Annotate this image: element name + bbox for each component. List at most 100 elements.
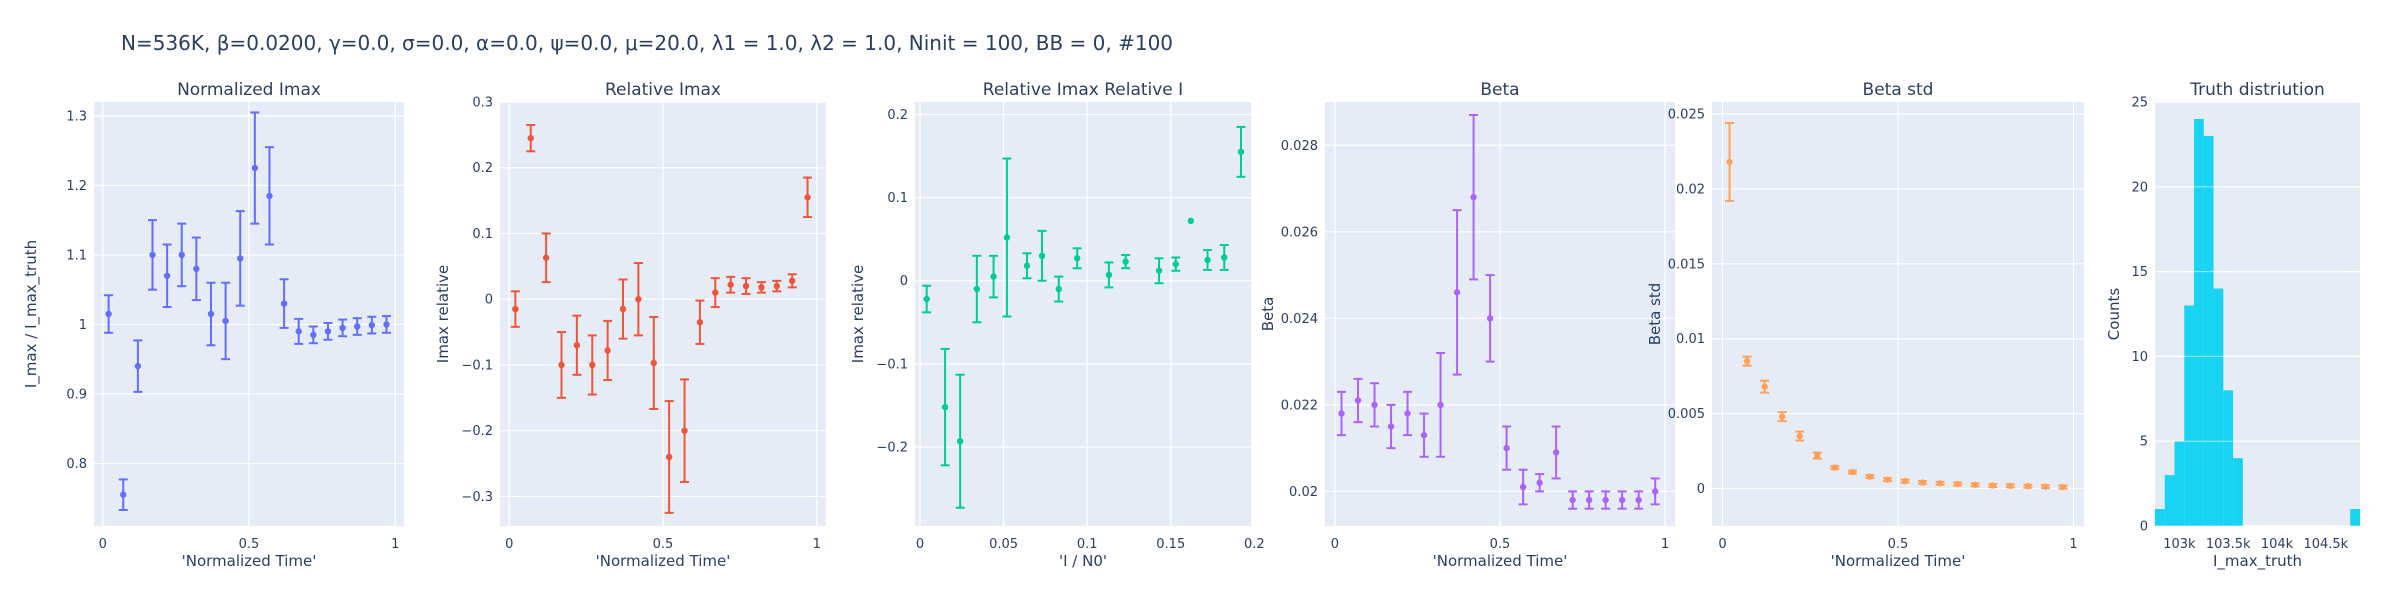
y-tick-label: 0.2 bbox=[887, 108, 908, 123]
data-point bbox=[163, 272, 171, 279]
data-point bbox=[1972, 481, 1979, 488]
data-point bbox=[1221, 254, 1228, 261]
panel-title: Normalized Imax bbox=[177, 80, 321, 100]
panel-beta: 0.02 0.022 0.024 0.026 0.028 0 0.5 1 Beta 'Normal… bbox=[1259, 80, 1675, 570]
x-tick-label: 0.05 bbox=[989, 537, 1018, 552]
data-point bbox=[742, 282, 750, 290]
y-tick-label: 5 bbox=[2140, 435, 2148, 450]
data-point bbox=[1651, 488, 1659, 495]
y-tick-label: 0.015 bbox=[1668, 257, 1705, 272]
data-point bbox=[1726, 158, 1733, 166]
data-point bbox=[120, 491, 127, 498]
y-tick-label: 0.025 bbox=[1668, 107, 1705, 122]
data-point bbox=[1023, 262, 1031, 269]
data-point bbox=[1849, 468, 1856, 476]
data-point bbox=[280, 300, 288, 307]
y-tick-label: 0.1 bbox=[887, 191, 908, 206]
x-tick-label: 104.5k bbox=[2303, 537, 2348, 552]
data-point bbox=[1404, 410, 1411, 417]
data-point bbox=[1602, 496, 1609, 504]
data-point bbox=[1371, 401, 1378, 409]
data-point bbox=[1901, 477, 1909, 485]
y-tick-label: 1.2 bbox=[66, 179, 87, 194]
data-point bbox=[1453, 289, 1461, 296]
y-tick-label: 0.1 bbox=[472, 227, 493, 242]
data-point bbox=[1866, 473, 1874, 480]
histogram-bar bbox=[2203, 135, 2214, 527]
x-tick-label: 0.5 bbox=[1888, 537, 1909, 552]
data-point bbox=[1038, 252, 1046, 260]
data-point bbox=[339, 324, 346, 332]
data-point bbox=[788, 277, 796, 285]
y-tick-label: 0.9 bbox=[66, 387, 87, 402]
y-tick-label: 0.026 bbox=[1281, 225, 1318, 240]
y-tick-label: −0.1 bbox=[876, 357, 908, 372]
data-point bbox=[573, 342, 581, 349]
y-tick-label: 0 bbox=[900, 274, 908, 289]
y-tick-label: −0.3 bbox=[461, 490, 493, 505]
x-tick-label: 0 bbox=[916, 537, 924, 552]
y-axis-label: Beta std bbox=[1646, 283, 1664, 346]
data-point bbox=[665, 453, 673, 461]
data-point bbox=[956, 438, 964, 445]
x-axis-label: 'Normalized Time' bbox=[182, 552, 317, 570]
data-point bbox=[1814, 452, 1821, 459]
data-point bbox=[1618, 496, 1626, 504]
data-point bbox=[295, 328, 302, 335]
panel-title: Beta std bbox=[1863, 80, 1934, 100]
data-point bbox=[2059, 483, 2067, 491]
data-point bbox=[354, 323, 361, 330]
x-tick-label: 0.5 bbox=[653, 537, 674, 552]
y-tick-label: 0.2 bbox=[472, 161, 493, 176]
histogram-bar bbox=[2213, 288, 2224, 526]
data-point bbox=[1172, 260, 1179, 268]
data-point bbox=[1204, 256, 1211, 264]
data-point bbox=[1936, 480, 1944, 487]
data-point bbox=[990, 273, 997, 280]
y-tick-label: 0.3 bbox=[472, 96, 493, 111]
panel-truth-distribution: 0 5 10 15 20 25 103k 103.5k 104k 104.5k Truth dist… bbox=[2105, 80, 2360, 571]
data-point bbox=[1122, 258, 1129, 265]
data-point bbox=[1569, 496, 1576, 504]
x-axis-label: 'Normalized Time' bbox=[596, 552, 731, 570]
y-tick-label: 0.028 bbox=[1281, 139, 1318, 154]
x-tick-label: 1 bbox=[813, 537, 821, 552]
data-point bbox=[604, 347, 611, 354]
data-point bbox=[1635, 496, 1642, 504]
data-point bbox=[1420, 431, 1428, 439]
data-point bbox=[1437, 401, 1444, 409]
y-tick-label: 1.1 bbox=[66, 248, 87, 263]
y-tick-label: 25 bbox=[2131, 96, 2148, 111]
panel-title: Relative Imax bbox=[605, 80, 721, 100]
data-point bbox=[758, 284, 765, 291]
data-point bbox=[1778, 413, 1786, 420]
y-tick-label: 20 bbox=[2131, 180, 2148, 195]
data-point bbox=[681, 427, 688, 434]
x-tick-label: 0 bbox=[505, 537, 513, 552]
data-point bbox=[1105, 271, 1113, 279]
histogram-bar bbox=[2184, 305, 2195, 526]
data-point bbox=[650, 359, 657, 367]
data-point bbox=[1237, 148, 1245, 156]
data-point bbox=[804, 194, 811, 201]
data-point bbox=[923, 295, 930, 303]
x-tick-label: 0 bbox=[99, 537, 107, 552]
y-tick-label: −0.2 bbox=[461, 424, 493, 439]
data-point bbox=[527, 134, 534, 142]
data-point bbox=[973, 285, 981, 293]
x-tick-label: 0.5 bbox=[1490, 537, 1511, 552]
data-point bbox=[773, 282, 780, 290]
panel-relative-imax: −0.3 −0.2 −0.1 0 0.1 0.2 0.3 0 0.5 1 Relative Imax… bbox=[434, 80, 826, 570]
y-tick-label: −0.1 bbox=[461, 358, 493, 373]
data-point bbox=[2024, 483, 2032, 490]
histogram-bar bbox=[2155, 509, 2165, 526]
data-point bbox=[558, 361, 565, 369]
panel-normalized-imax: 0.8 0.9 1 1.1 1.2 1.3 0 0.5 1 Normalized Imax 'Nor… bbox=[22, 80, 404, 570]
data-point bbox=[1831, 464, 1839, 471]
data-point bbox=[1470, 193, 1477, 201]
histogram-bar bbox=[2174, 441, 2185, 526]
panel-relative-imax-relative-i: −0.2 −0.1 0 0.1 0.2 0 0.05 0.1 0.15 0.2 Relative I… bbox=[849, 80, 1265, 570]
data-point bbox=[1354, 397, 1362, 404]
data-point bbox=[1519, 483, 1527, 491]
y-tick-label: 0.01 bbox=[1676, 332, 1705, 347]
